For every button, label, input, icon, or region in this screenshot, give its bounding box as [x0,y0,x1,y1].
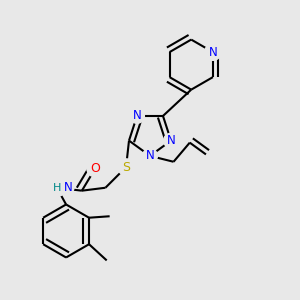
Circle shape [164,133,178,148]
Circle shape [205,44,221,60]
Text: S: S [122,160,130,174]
Circle shape [142,148,158,163]
Text: N: N [146,149,154,162]
Text: H: H [53,183,61,193]
Text: N: N [167,134,176,147]
Circle shape [118,159,134,175]
Circle shape [48,179,66,196]
Text: O: O [90,162,100,175]
Circle shape [130,109,144,123]
Text: N: N [208,46,217,59]
Text: N: N [64,181,72,194]
Circle shape [87,160,104,177]
Circle shape [62,182,74,194]
Text: N: N [133,110,141,122]
